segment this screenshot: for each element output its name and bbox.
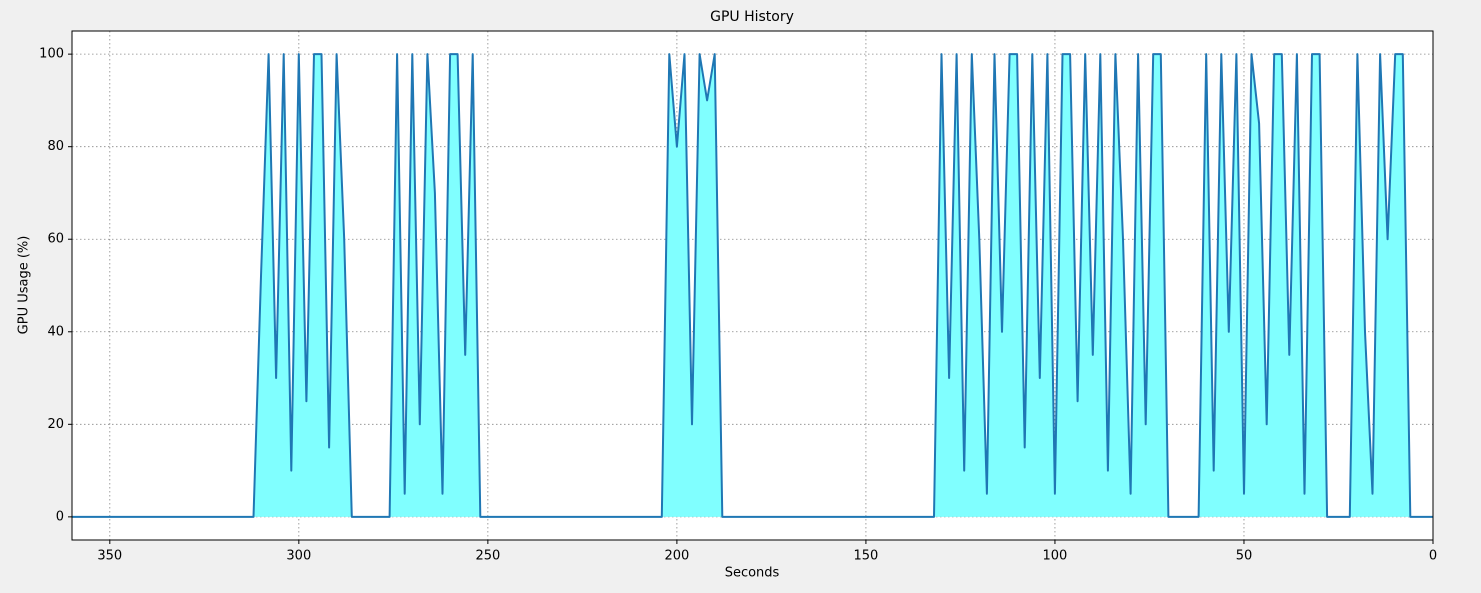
x-tick-label: 250 [475, 549, 500, 564]
x-tick-label: 300 [286, 549, 311, 564]
x-tick-label: 100 [1043, 549, 1068, 564]
x-axis-label: Seconds [725, 566, 780, 581]
y-tick-label: 20 [47, 417, 64, 432]
x-tick-label: 0 [1429, 549, 1437, 564]
y-axis-label: GPU Usage (%) [17, 236, 32, 335]
x-tick-label: 50 [1236, 549, 1253, 564]
y-tick-label: 100 [39, 47, 64, 62]
y-tick-label: 0 [56, 509, 64, 524]
y-tick-label: 80 [47, 139, 64, 154]
x-tick-label: 200 [664, 549, 689, 564]
x-tick-label: 150 [854, 549, 879, 564]
x-tick-label: 350 [97, 549, 122, 564]
y-tick-label: 60 [47, 232, 64, 247]
line [72, 53, 1433, 518]
area-fill [72, 54, 1433, 517]
y-tick-label: 40 [47, 324, 64, 339]
plot-frame [71, 30, 1434, 541]
chart-title: GPU History [710, 9, 794, 25]
